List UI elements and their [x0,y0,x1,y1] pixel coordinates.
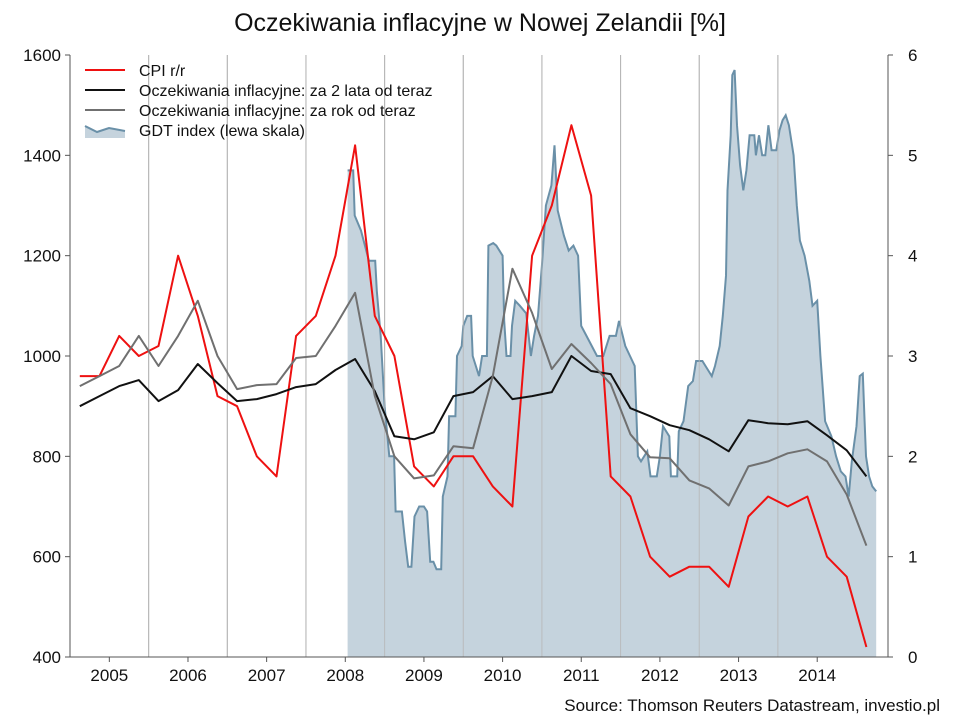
legend-label-cpi: CPI r/r [139,63,186,80]
series-line-cpi [79,124,868,648]
x-tick-label: 2006 [169,666,207,685]
left-tick-label: 400 [33,648,61,667]
right-tick-label: 3 [908,347,917,366]
x-tick-label: 2005 [90,666,128,685]
right-tick-label: 6 [908,46,917,65]
x-tick-label: 2008 [326,666,364,685]
x-tick-label: 2013 [720,666,758,685]
series-line-exp_2y [79,355,868,478]
legend-swatch-gdt [85,126,125,138]
series-line-exp_1y [79,267,868,546]
right-tick-label: 2 [908,447,917,466]
right-tick-label: 0 [908,648,917,667]
gdt-area-line [347,69,877,571]
x-tick-label: 2011 [563,666,600,685]
x-tick-label: 2012 [641,666,679,685]
right-tick-label: 5 [908,146,917,165]
x-tick-label: 2007 [248,666,286,685]
chart-title: Oczekiwania inflacyjne w Nowej Zelandii … [234,9,726,37]
left-tick-label: 600 [33,548,61,567]
left-tick-label: 1200 [23,247,61,266]
line-layer [79,124,868,648]
left-tick-label: 800 [33,447,61,466]
legend-label-gdt: GDT index (lewa skala) [139,123,305,140]
right-tick-label: 4 [908,247,917,266]
right-tick-label: 1 [908,548,917,567]
x-tick-label: 2014 [798,666,836,685]
left-tick-label: 1600 [23,46,61,65]
area-layer [148,55,877,658]
source-note: Source: Thomson Reuters Datastream, inve… [564,696,940,715]
x-tick-label: 2010 [484,666,522,685]
gdt-area-fill [347,70,877,658]
legend-swatch-gdt-line [84,125,126,134]
legend-label-exp_2y: Oczekiwania inflacyjne: za 2 lata od ter… [139,83,432,100]
legend-label-exp_1y: Oczekiwania inflacyjne: za rok od teraz [139,103,416,120]
axis-layer: 400 600 800 1000 1200 1400 1600 0 1 2 3 4 5 6 2005 2006… [23,46,917,685]
legend: CPI r/r Oczekiwania inflacyjne: za 2 lata… [84,63,432,140]
left-tick-label: 1000 [23,347,61,366]
left-tick-label: 1400 [23,146,61,165]
x-tick-label: 2009 [405,666,443,685]
